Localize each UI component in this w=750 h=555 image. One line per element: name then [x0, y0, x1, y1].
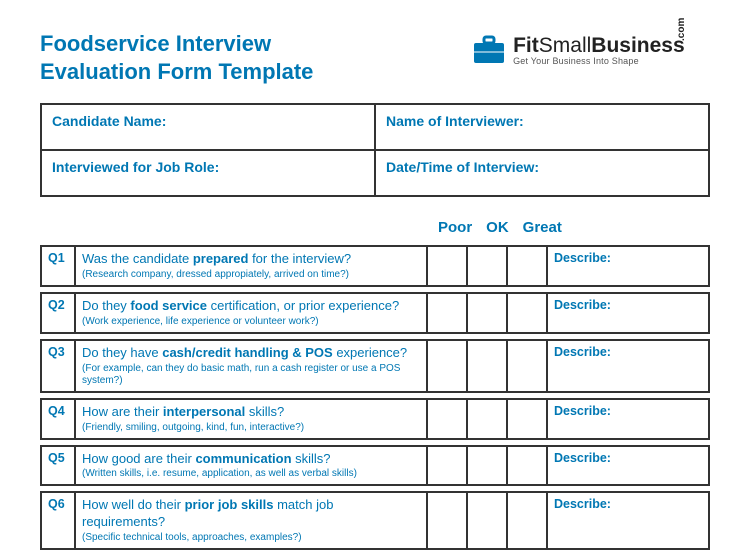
question-main-pre: How well do their — [82, 497, 185, 512]
rating-cell-ok[interactable] — [466, 292, 506, 334]
field-candidate-name[interactable]: Candidate Name: — [41, 104, 375, 150]
logo-dotcom: .com — [676, 18, 687, 41]
question-main-bold: communication — [195, 451, 291, 466]
title-line-2: Evaluation Form Template — [40, 59, 313, 84]
question-main-bold: cash/credit handling & POS — [162, 345, 332, 360]
rating-cell-ok[interactable] — [466, 339, 506, 393]
question-text: How good are their communication skills?… — [74, 445, 426, 487]
describe-cell[interactable]: Describe: — [546, 339, 710, 393]
rating-cell-great[interactable] — [506, 491, 546, 550]
describe-cell[interactable]: Describe: — [546, 445, 710, 487]
question-id: Q3 — [40, 339, 74, 393]
question-sub: (Friendly, smiling, outgoing, kind, fun,… — [82, 422, 420, 434]
rating-header: Poor OK Great — [40, 219, 710, 236]
question-sub: (Specific technical tools, approaches, e… — [82, 532, 420, 544]
rating-cell-great[interactable] — [506, 292, 546, 334]
question-main-post: skills? — [292, 451, 331, 466]
question-main-pre: How good are their — [82, 451, 195, 466]
describe-cell[interactable]: Describe: — [546, 491, 710, 550]
questions-table: Q1Was the candidate prepared for the int… — [40, 240, 710, 555]
question-main-post: certification, or prior experience? — [207, 298, 399, 313]
question-main-bold: prepared — [193, 251, 249, 266]
rating-cell-great[interactable] — [506, 398, 546, 440]
question-id: Q4 — [40, 398, 74, 440]
rating-cell-ok[interactable] — [466, 445, 506, 487]
field-datetime[interactable]: Date/Time of Interview: — [375, 150, 709, 196]
briefcase-icon — [471, 35, 507, 67]
rating-cell-ok[interactable] — [466, 245, 506, 287]
rating-label-ok: OK — [486, 219, 509, 236]
logo-text-block: FitSmallBusiness Get Your Business Into … — [513, 35, 685, 66]
question-text: Do they food service certification, or p… — [74, 292, 426, 334]
question-main-pre: Do they have — [82, 345, 162, 360]
header: Foodservice Interview Evaluation Form Te… — [40, 30, 710, 85]
question-id: Q1 — [40, 245, 74, 287]
rating-cell-great[interactable] — [506, 339, 546, 393]
question-row: Q2Do they food service certification, or… — [40, 292, 710, 334]
brand-logo: FitSmallBusiness Get Your Business Into … — [471, 30, 710, 71]
question-sub: (Research company, dressed appropiately,… — [82, 269, 420, 281]
question-id: Q2 — [40, 292, 74, 334]
rating-cell-poor[interactable] — [426, 339, 466, 393]
rating-cell-poor[interactable] — [426, 398, 466, 440]
question-main-bold: interpersonal — [163, 404, 245, 419]
rating-label-great: Great — [523, 219, 562, 236]
info-table: Candidate Name: Name of Interviewer: Int… — [40, 103, 710, 197]
question-text: Do they have cash/credit handling & POS … — [74, 339, 426, 393]
describe-cell[interactable]: Describe: — [546, 292, 710, 334]
question-main-pre: How are their — [82, 404, 163, 419]
question-text: How well do their prior job skills match… — [74, 491, 426, 550]
question-text: Was the candidate prepared for the inter… — [74, 245, 426, 287]
rating-cell-ok[interactable] — [466, 398, 506, 440]
rating-cell-poor[interactable] — [426, 491, 466, 550]
rating-cell-poor[interactable] — [426, 445, 466, 487]
question-id: Q5 — [40, 445, 74, 487]
question-main-bold: food service — [130, 298, 207, 313]
question-main-pre: Was the candidate — [82, 251, 193, 266]
logo-tagline: Get Your Business Into Shape — [513, 56, 685, 66]
logo-brand-name: FitSmallBusiness — [513, 35, 685, 56]
rating-cell-poor[interactable] — [426, 245, 466, 287]
page-title: Foodservice Interview Evaluation Form Te… — [40, 30, 313, 85]
question-sub: (Written skills, i.e. resume, applicatio… — [82, 468, 420, 480]
question-main-post: skills? — [245, 404, 284, 419]
field-job-role[interactable]: Interviewed for Job Role: — [41, 150, 375, 196]
question-sub: (For example, can they do basic math, ru… — [82, 363, 420, 387]
question-id: Q6 — [40, 491, 74, 550]
question-row: Q6How well do their prior job skills mat… — [40, 491, 710, 550]
field-interviewer-name[interactable]: Name of Interviewer: — [375, 104, 709, 150]
question-text: How are their interpersonal skills? (Frie… — [74, 398, 426, 440]
rating-label-poor: Poor — [438, 219, 472, 236]
rating-cell-poor[interactable] — [426, 292, 466, 334]
rating-cell-great[interactable] — [506, 245, 546, 287]
rating-cell-great[interactable] — [506, 445, 546, 487]
question-main-pre: Do they — [82, 298, 130, 313]
title-line-1: Foodservice Interview — [40, 31, 271, 56]
rating-cell-ok[interactable] — [466, 491, 506, 550]
question-main-post: for the interview? — [248, 251, 351, 266]
describe-cell[interactable]: Describe: — [546, 245, 710, 287]
question-row: Q5How good are their communication skill… — [40, 445, 710, 487]
question-sub: (Work experience, life experience or vol… — [82, 316, 420, 328]
question-row: Q4 How are their interpersonal skills? (Fr… — [40, 398, 710, 440]
question-main-bold: prior job skills — [185, 497, 274, 512]
describe-cell[interactable]: Describe: — [546, 398, 710, 440]
question-main-post: experience? — [333, 345, 407, 360]
question-row: Q3Do they have cash/credit handling & PO… — [40, 339, 710, 393]
question-row: Q1Was the candidate prepared for the int… — [40, 245, 710, 287]
